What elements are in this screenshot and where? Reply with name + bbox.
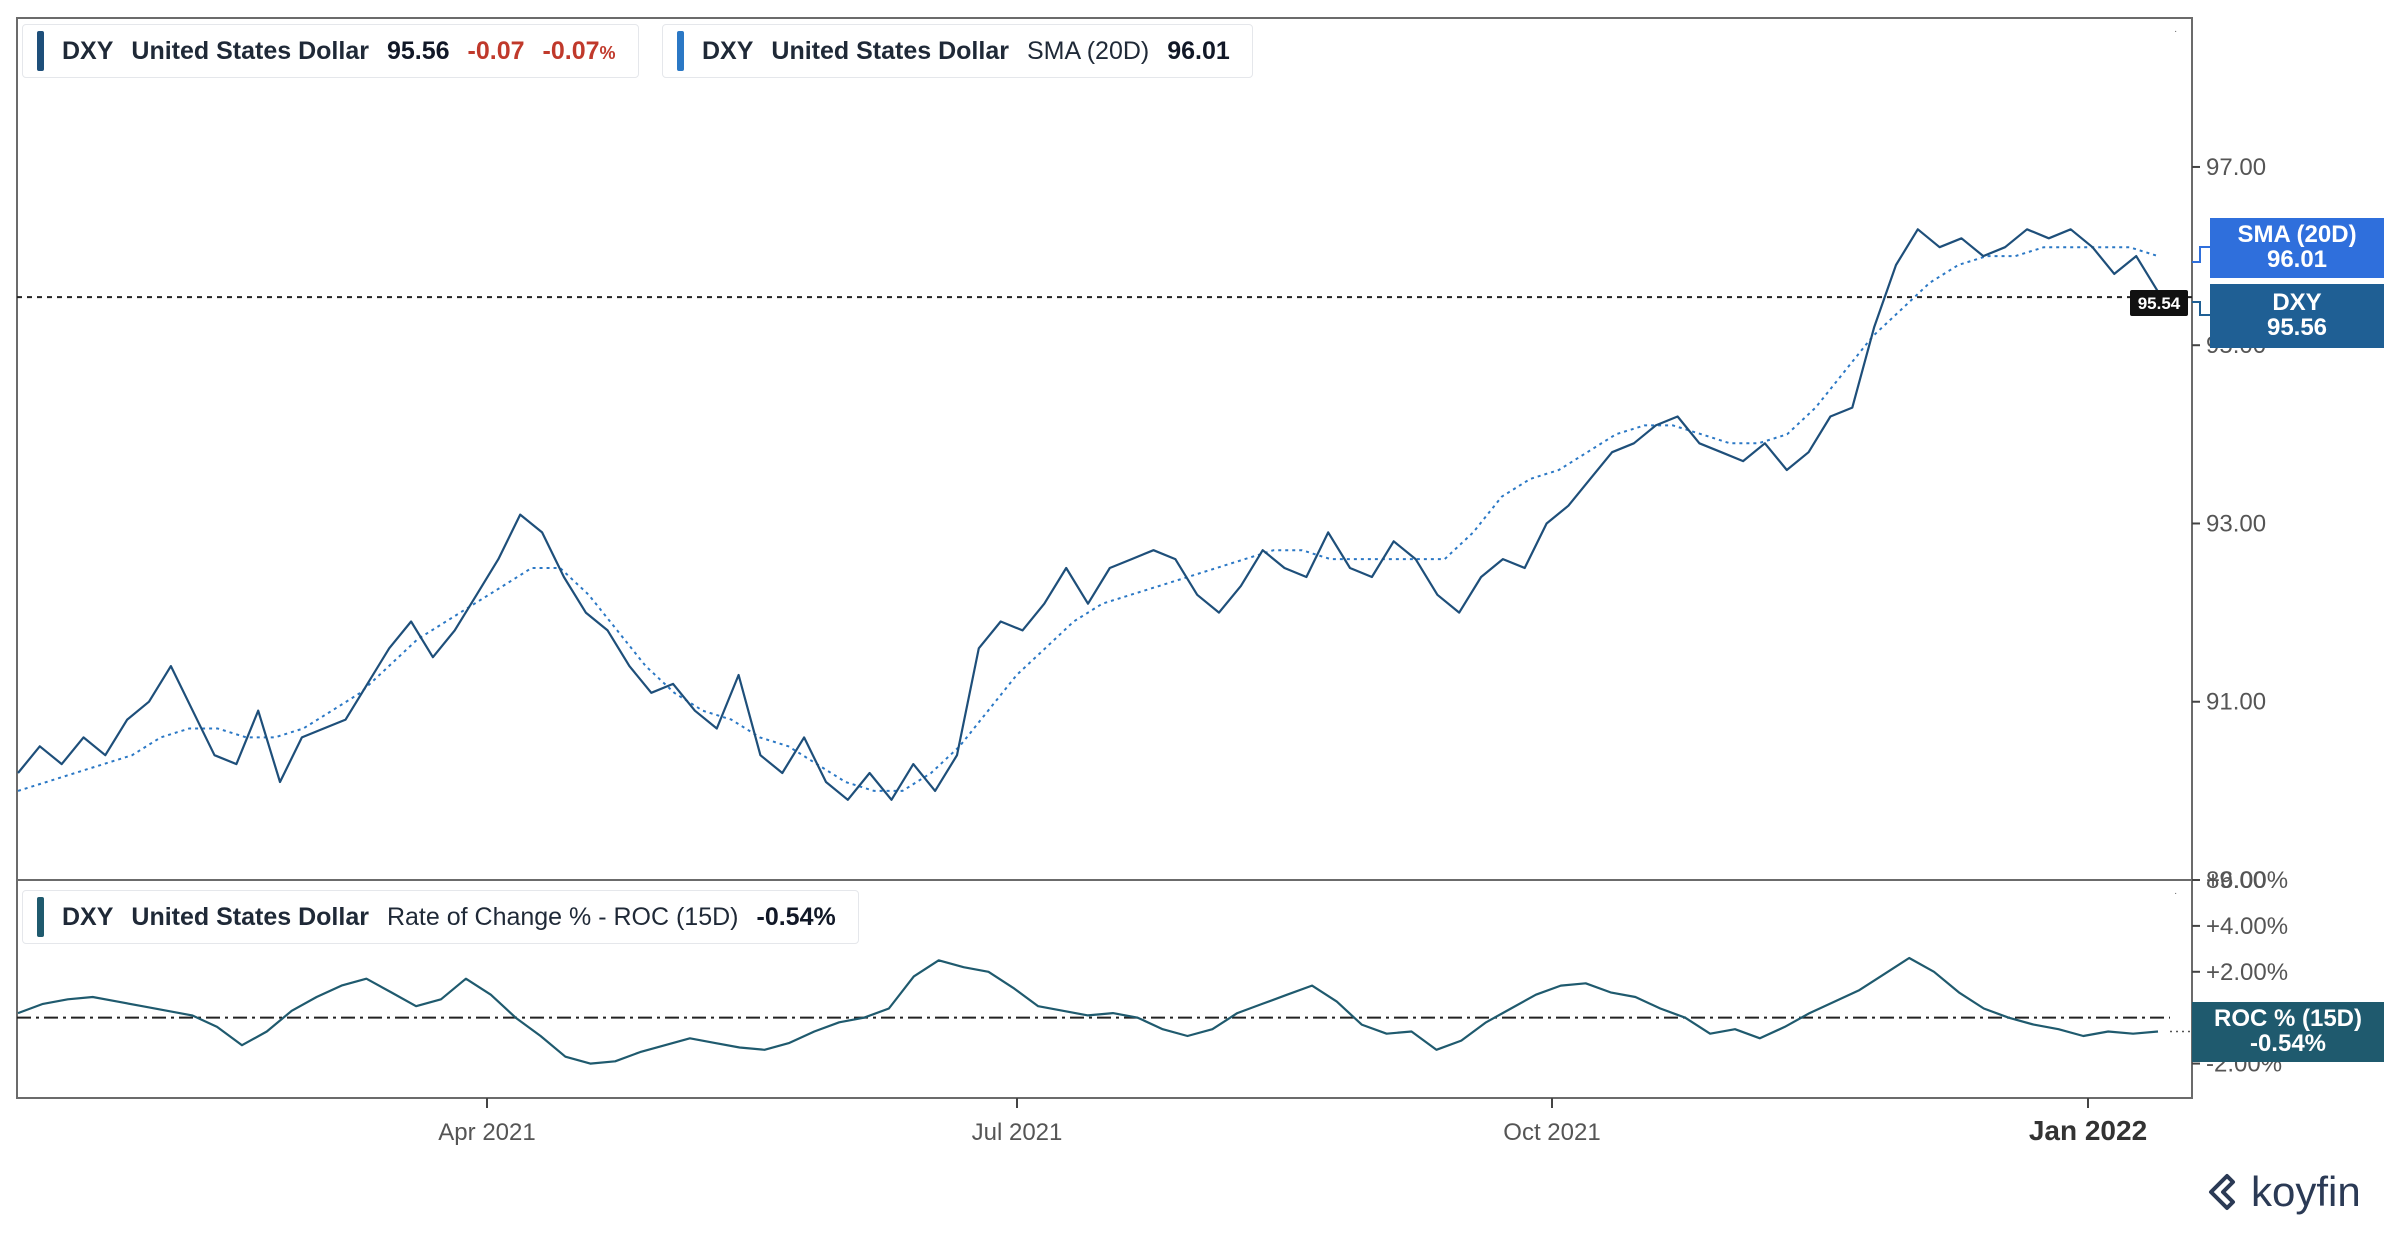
sma-legend-symbol: DXY [702, 36, 754, 65]
sma-legend[interactable]: DXY United States Dollar SMA (20D) 96.01 [662, 24, 1253, 78]
corner-marker-roc: · [2174, 888, 2177, 899]
roc-legend-symbol: DXY [62, 902, 114, 931]
roc-legend-value: -0.54% [756, 902, 836, 931]
main-legend-name: United States Dollar [131, 36, 369, 65]
x-tick-label: Jul 2021 [972, 1119, 1063, 1146]
roc-legend-color-bar [37, 897, 44, 937]
x-tick-label: Jan 2022 [2029, 1115, 2147, 1146]
roc-y-tick-label: +6.00% [2206, 867, 2288, 894]
main-legend-change-pct: -0.07% [543, 37, 616, 66]
main-legend-change: -0.07 [467, 36, 525, 65]
x-axis: Apr 2021 Jul 2021 Oct 2021 Jan 2022 [438, 1098, 2147, 1146]
main-legend-last: 95.56 [386, 36, 450, 65]
dxy-price-line [17, 228, 2159, 801]
roc-15d-line [17, 956, 2159, 1065]
sma-legend-color-bar [677, 31, 684, 71]
price-y-tick-label: 97.00 [2206, 154, 2266, 181]
price-line-label-text: 95.54 [2138, 294, 2181, 313]
sma-20d-line [17, 246, 2159, 792]
x-tick-label: Oct 2021 [1503, 1119, 1600, 1146]
sma-tag-title: SMA (20D) [2237, 221, 2357, 248]
roc-panel-frame [16, 879, 2193, 1099]
price-line-label [2130, 290, 2188, 316]
x-tick-label: Apr 2021 [438, 1119, 535, 1146]
koyfin-chevron-logo-icon [2209, 1174, 2235, 1210]
sma-legend-value: 96.01 [1167, 36, 1230, 65]
koyfin-brand: koyfin [2205, 1168, 2361, 1216]
sma-tag-connector [2192, 246, 2210, 263]
dxy-tag-title: DXY [2272, 289, 2322, 316]
koyfin-wordmark: koyfin [2251, 1168, 2361, 1215]
main-legend-change-pct-value: -0.07 [542, 36, 600, 65]
corner-marker-top: · [2174, 26, 2177, 37]
sma-tag-value: 96.01 [2266, 246, 2328, 273]
dxy-tag-value: 95.56 [2266, 314, 2328, 341]
roc-tag-title: ROC % (15D) [2213, 1005, 2363, 1032]
roc-legend-name: United States Dollar [131, 902, 369, 931]
roc-legend[interactable]: DXY United States Dollar Rate of Change … [22, 890, 859, 944]
main-legend[interactable]: DXY United States Dollar 95.56 -0.07 -0.… [22, 24, 639, 78]
sma-legend-name: United States Dollar [771, 36, 1009, 65]
roc-value-tag: ROC % (15D) -0.54% [2192, 1002, 2384, 1062]
price-panel-frame [16, 17, 2193, 881]
price-y-tick-label: 93.00 [2206, 510, 2266, 537]
sma-legend-indicator: SMA (20D) [1026, 36, 1150, 65]
price-y-tick-label: 89.00 [2206, 867, 2266, 894]
main-legend-symbol: DXY [62, 36, 114, 65]
roc-legend-indicator: Rate of Change % - ROC (15D) [386, 902, 739, 931]
roc-y-tick-label: +2.00% [2206, 959, 2288, 986]
sma-value-tag: SMA (20D) 96.01 [2210, 218, 2384, 278]
dxy-value-tag: DXY 95.56 [2210, 284, 2384, 348]
price-y-tick-label: 91.00 [2206, 689, 2266, 716]
main-legend-pct-sign: % [599, 42, 616, 63]
roc-tag-value: -0.54% [2249, 1030, 2327, 1057]
dxy-tag-connector [2192, 301, 2210, 316]
roc-y-tick-label: +4.00% [2206, 913, 2288, 940]
main-legend-color-bar [37, 31, 44, 71]
